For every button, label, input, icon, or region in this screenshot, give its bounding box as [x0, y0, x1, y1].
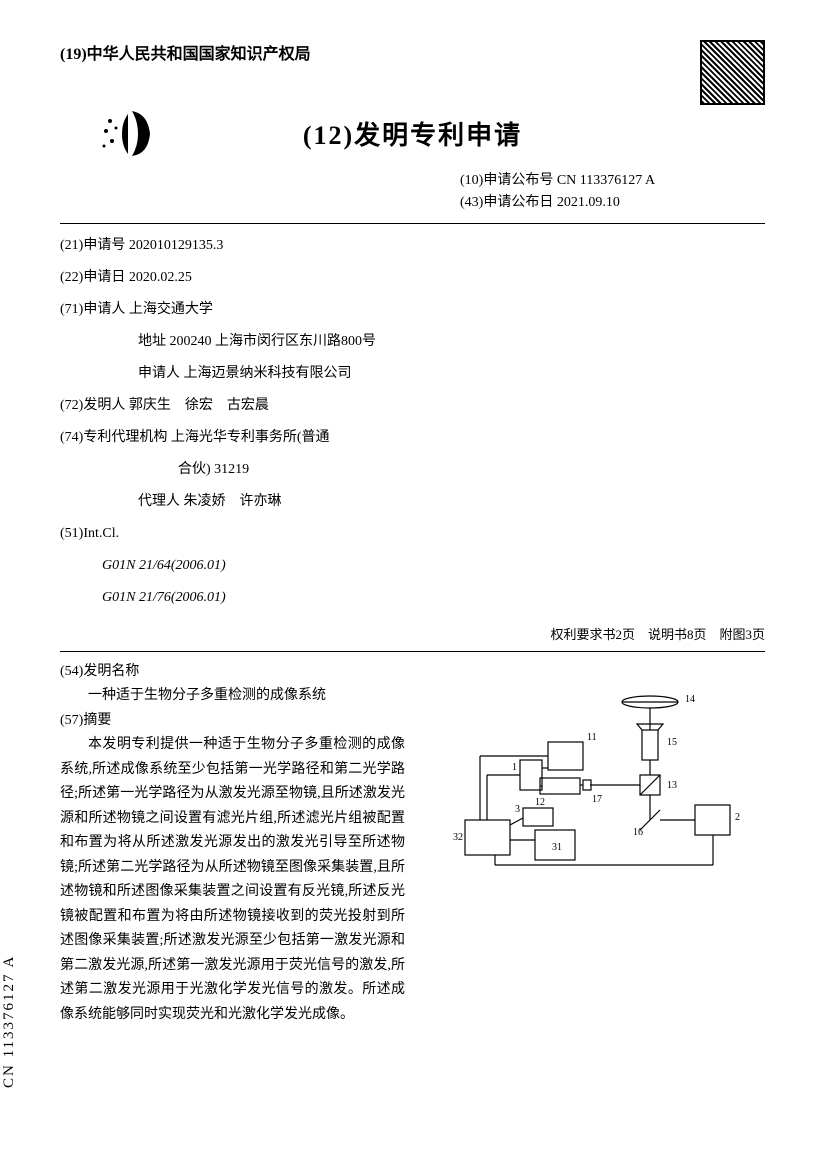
svg-text:1: 1 — [512, 762, 517, 773]
applicant-label: (71)申请人 — [60, 302, 125, 317]
abstract-label: (57)摘要 — [60, 709, 405, 734]
agent-org-value: 上海光华专利事务所(普通 — [171, 430, 330, 445]
inventor-label: (72)发明人 — [60, 398, 125, 413]
invention-title-text: 一种适于生物分子多重检测的成像系统 — [60, 684, 405, 709]
app-no-label: (21)申请号 — [60, 238, 125, 253]
applicant-label2: 申请人 — [138, 366, 180, 381]
ipc-code-2: G01N 21/76(2006.01) — [60, 584, 765, 612]
app-no-value: 202010129135.3 — [129, 238, 224, 253]
ipc-label: (51)Int.Cl. — [60, 526, 119, 541]
address-label: 地址 — [138, 334, 166, 349]
abstract-body: 本发明专利提供一种适于生物分子多重检测的成像系统,所述成像系统至少包括第一光学路… — [60, 733, 405, 1027]
agent-org-label: (74)专利代理机构 — [60, 430, 167, 445]
publication-date-row: (43)申请公布日 2021.09.10 — [460, 192, 765, 214]
svg-text:14: 14 — [685, 694, 695, 705]
cnipa-logo — [100, 106, 170, 161]
side-publication-number: CN 113376127 A — [1, 955, 18, 1088]
agent-person-label: 代理人 — [138, 494, 180, 509]
publication-number-row: (10)申请公布号 CN 113376127 A — [460, 170, 765, 192]
svg-text:11: 11 — [587, 732, 597, 743]
svg-text:13: 13 — [667, 780, 677, 791]
pub-no-label: (10)申请公布号 — [460, 173, 553, 188]
agent-persons-value: 朱凌娇 许亦琳 — [184, 494, 282, 509]
svg-text:31: 31 — [552, 842, 562, 853]
svg-text:16: 16 — [633, 827, 643, 838]
svg-text:3: 3 — [515, 804, 520, 815]
applicant2-value: 上海迈景纳米科技有限公司 — [184, 366, 352, 381]
authority-label: (19)中华人民共和国国家知识产权局 — [60, 40, 311, 64]
ipc-code-1: G01N 21/64(2006.01) — [60, 552, 765, 580]
svg-text:15: 15 — [667, 737, 677, 748]
svg-text:32: 32 — [453, 832, 463, 843]
qr-code — [700, 40, 765, 105]
pub-date-label: (43)申请公布日 — [460, 195, 553, 210]
app-date-value: 2020.02.25 — [129, 270, 192, 285]
pub-date-value: 2021.09.10 — [557, 195, 620, 210]
bibliographic-block: (21)申请号 202010129135.3 (22)申请日 2020.02.2… — [60, 232, 765, 612]
applicant1-value: 上海交通大学 — [129, 302, 213, 317]
address-value: 200240 上海市闵行区东川路800号 — [170, 334, 377, 349]
document-title: (12)发明专利申请 — [303, 115, 522, 152]
agent-org-cont: 合伙) 31219 — [178, 462, 249, 477]
divider-bottom — [60, 651, 765, 652]
page-counts: 权利要求书2页 说明书8页 附图3页 — [60, 624, 765, 643]
inventors-value: 郭庆生 徐宏 古宏晨 — [129, 398, 269, 413]
svg-text:12: 12 — [535, 797, 545, 808]
invention-title-label: (54)发明名称 — [60, 660, 405, 685]
divider-top — [60, 223, 765, 224]
app-date-label: (22)申请日 — [60, 270, 125, 285]
pub-no-value: CN 113376127 A — [557, 173, 655, 188]
patent-figure: 14 15 13 11 1 12 17 16 2 3 31 32 — [445, 690, 745, 920]
svg-text:17: 17 — [592, 794, 602, 805]
svg-text:2: 2 — [735, 812, 740, 823]
